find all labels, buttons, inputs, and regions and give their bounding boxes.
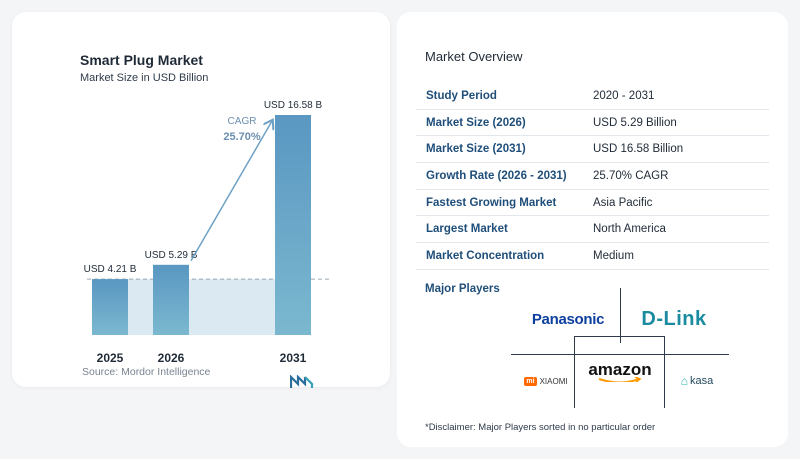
- baseline-band: [92, 279, 311, 335]
- row-value: 25.70% CAGR: [593, 169, 669, 182]
- dlink-logo: D-Link: [641, 307, 707, 330]
- row-label: Market Size (2026): [426, 116, 526, 129]
- xiaomi-mark-icon: mi: [524, 376, 537, 386]
- overview-card: Market Overview Study Period 2020 - 2031…: [397, 12, 788, 447]
- row-label: Fastest Growing Market: [426, 196, 557, 209]
- row-value: Asia Pacific: [593, 196, 653, 209]
- overview-row-largest-market: Largest Market North America: [416, 216, 769, 244]
- mordor-logo-icon: [290, 375, 314, 388]
- overview-table: Study Period 2020 - 2031 Market Size (20…: [416, 83, 769, 270]
- amazon-logo: amazon: [580, 360, 660, 382]
- source-text: Source: Mordor Intelligence: [82, 366, 211, 378]
- kasa-house-icon: ⌂: [680, 374, 688, 388]
- grid-divider: [574, 336, 575, 408]
- xiaomi-wordmark: XIAOMI: [539, 376, 568, 386]
- cagr-label: CAGR: [228, 116, 257, 127]
- chart-title: Smart Plug Market: [80, 52, 203, 68]
- row-value: 2020 - 2031: [593, 89, 655, 102]
- row-value: North America: [593, 223, 666, 236]
- bar-2026: [153, 264, 189, 335]
- grid-divider: [620, 288, 621, 343]
- row-label: Growth Rate (2026 - 2031): [426, 169, 567, 182]
- major-players-title: Major Players: [425, 283, 500, 295]
- row-label: Largest Market: [426, 223, 508, 236]
- bar-2031: [275, 115, 311, 335]
- chart-card: Smart Plug Market Market Size in USD Bil…: [12, 12, 390, 388]
- xiaomi-logo: mi XIAOMI: [521, 374, 571, 388]
- row-label: Market Concentration: [426, 249, 545, 262]
- kasa-logo: ⌂ kasa: [669, 373, 725, 389]
- amazon-wordmark: amazon: [588, 360, 652, 379]
- bar-value-label: USD 4.21 B: [84, 264, 137, 275]
- overview-row-concentration: Market Concentration Medium: [416, 243, 769, 270]
- row-value: USD 5.29 Billion: [593, 116, 677, 129]
- overview-row-growth-rate: Growth Rate (2026 - 2031) 25.70% CAGR: [416, 163, 769, 190]
- row-label: Study Period: [426, 89, 497, 102]
- chart-subtitle: Market Size in USD Billion: [80, 72, 209, 84]
- amazon-smile-icon: [598, 377, 642, 382]
- x-tick-label: 2025: [97, 351, 124, 365]
- bar-value-label: USD 5.29 B: [145, 250, 198, 261]
- panasonic-logo: Panasonic: [531, 310, 605, 328]
- cagr-arrow: [190, 121, 272, 262]
- grid-divider: [511, 354, 729, 355]
- overview-row-market-size-2026: Market Size (2026) USD 5.29 Billion: [416, 110, 769, 137]
- grid-divider: [664, 336, 665, 408]
- x-tick-label: 2031: [280, 351, 307, 365]
- row-label: Market Size (2031): [426, 143, 526, 156]
- overview-row-study-period: Study Period 2020 - 2031: [416, 83, 769, 110]
- row-value: Medium: [593, 249, 634, 262]
- bar-2025: [92, 279, 128, 335]
- x-tick-label: 2026: [158, 351, 185, 365]
- bar-value-label: USD 16.58 B: [264, 100, 323, 111]
- overview-row-market-size-2031: Market Size (2031) USD 16.58 Billion: [416, 136, 769, 164]
- kasa-wordmark: kasa: [690, 375, 714, 387]
- row-value: USD 16.58 Billion: [593, 143, 684, 156]
- overview-title: Market Overview: [425, 49, 523, 64]
- grid-divider: [574, 336, 665, 337]
- disclaimer-text: *Disclaimer: Major Players sorted in no …: [425, 422, 656, 433]
- overview-row-fastest-growing: Fastest Growing Market Asia Pacific: [416, 190, 769, 217]
- cagr-value: 25.70%: [223, 131, 261, 143]
- bar-chart: USD 4.21 B 2025 USD 5.29 B 2026 USD 16.58 B 2…: [84, 100, 330, 365]
